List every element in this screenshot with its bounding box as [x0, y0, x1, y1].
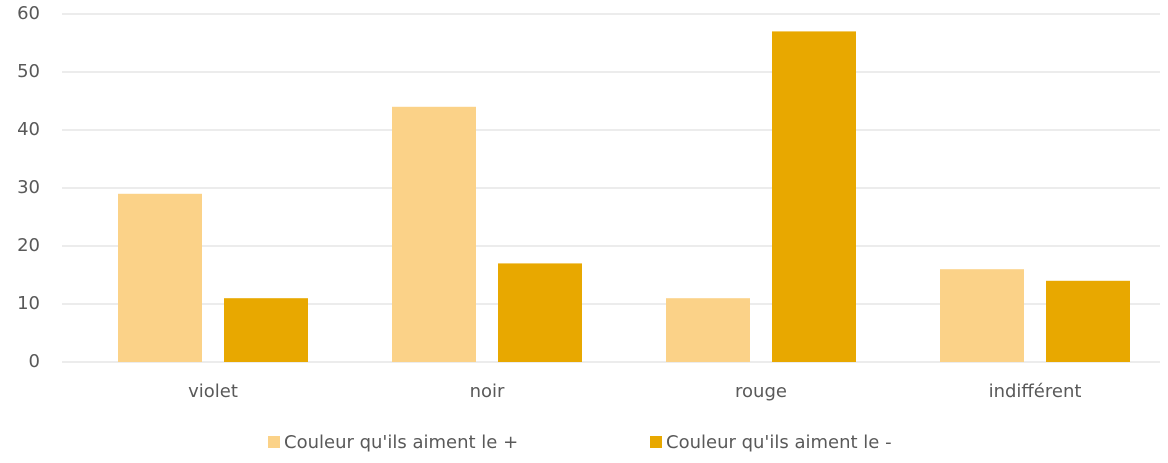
bar [1046, 280, 1130, 362]
y-tick-label: 10 [17, 293, 40, 314]
bar [118, 193, 202, 362]
x-tick-label: rouge [735, 381, 787, 402]
bar [224, 298, 308, 362]
legend-swatch [650, 436, 662, 448]
bar [772, 31, 856, 363]
y-tick-label: 40 [17, 119, 40, 140]
y-tick-label: 30 [17, 177, 40, 198]
legend-label: Couleur qu'ils aiment le - [666, 432, 892, 453]
legend-swatch [268, 436, 280, 448]
bar [392, 106, 476, 362]
y-tick-label: 0 [29, 351, 40, 372]
y-tick-label: 60 [17, 3, 40, 24]
x-tick-label: noir [470, 381, 505, 402]
x-tick-label: indifférent [989, 381, 1082, 402]
bar [666, 298, 750, 362]
legend-label: Couleur qu'ils aiment le + [284, 432, 518, 453]
x-tick-label: violet [188, 381, 238, 402]
bar [498, 263, 582, 362]
y-tick-label: 50 [17, 61, 40, 82]
y-tick-label: 20 [17, 235, 40, 256]
bar [940, 269, 1024, 362]
